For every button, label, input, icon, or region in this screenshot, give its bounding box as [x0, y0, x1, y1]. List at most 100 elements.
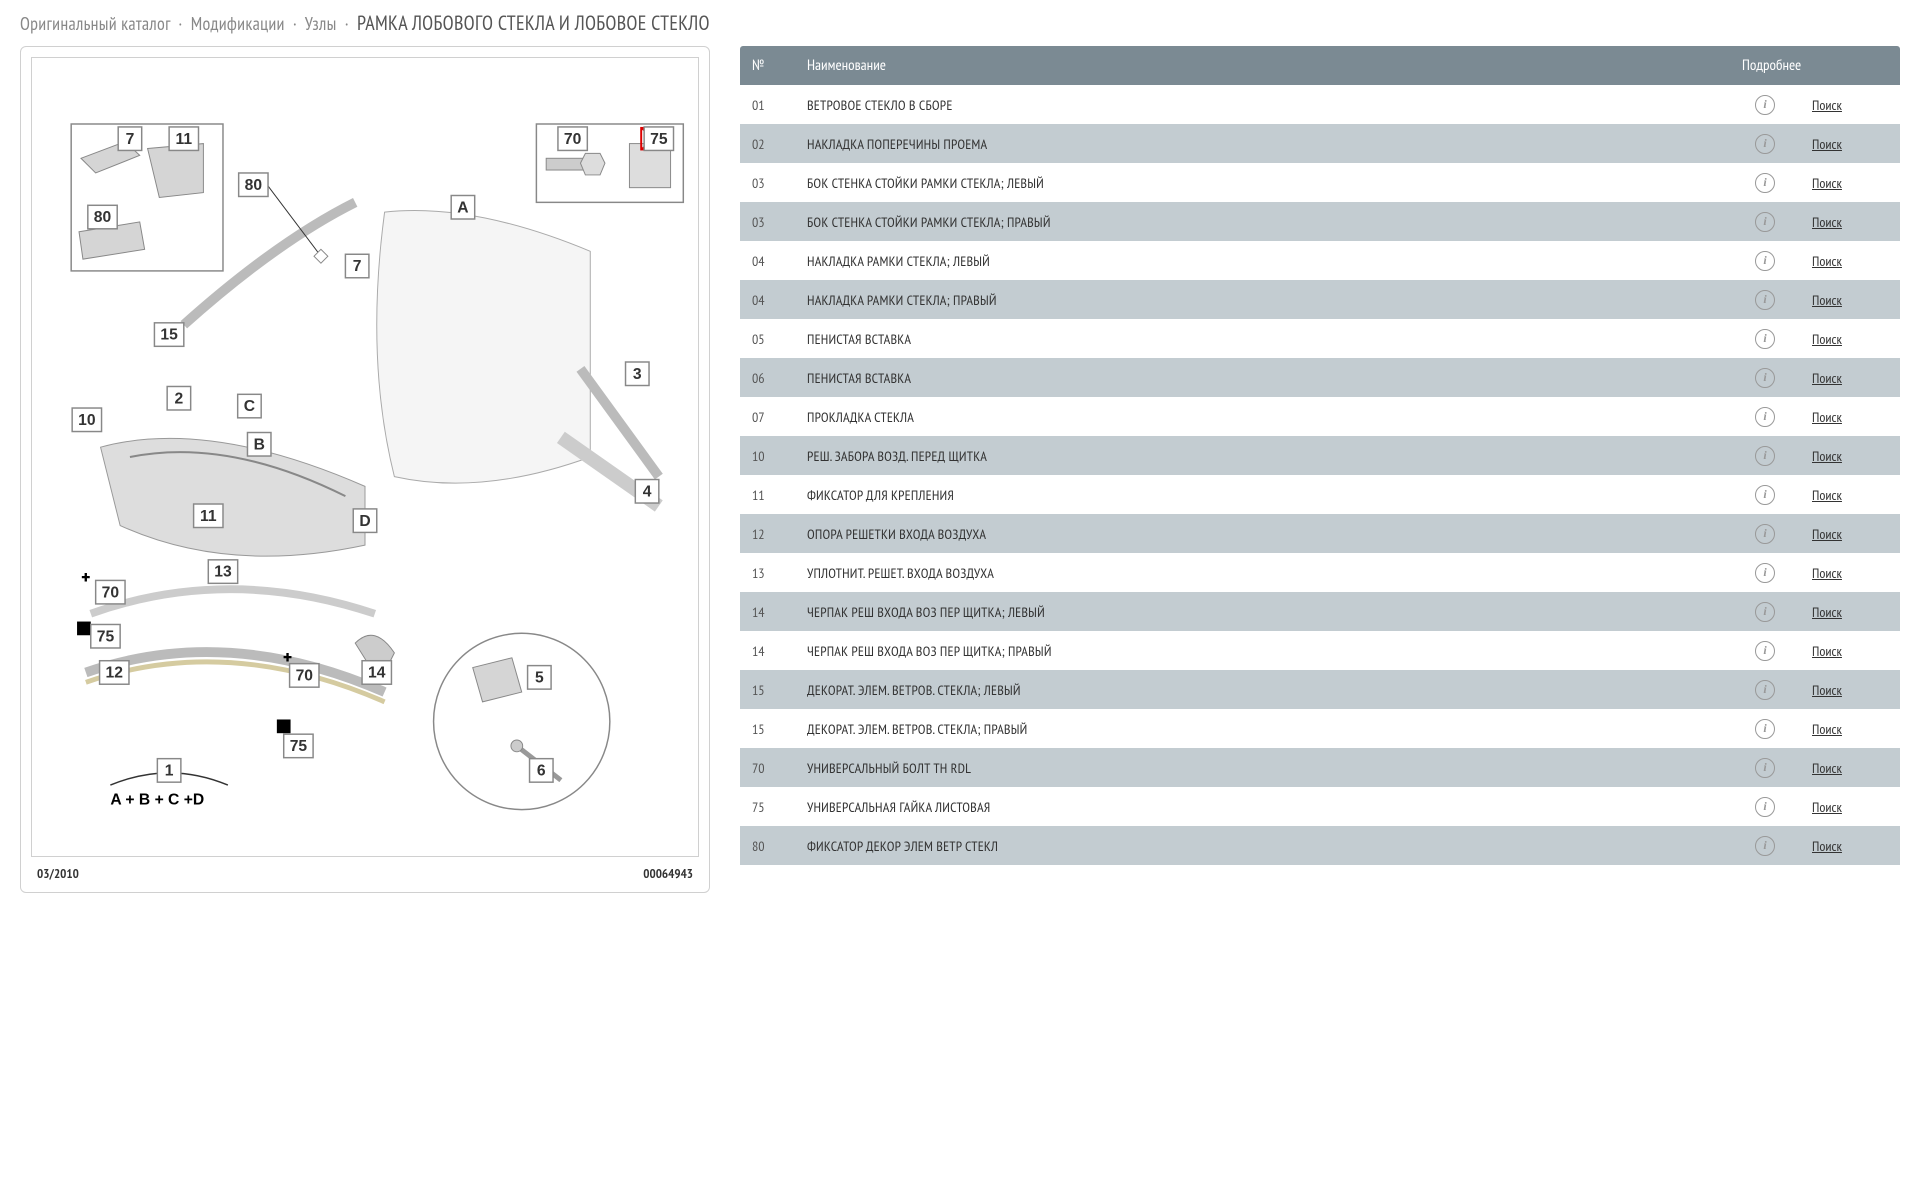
part-name: ДЕКОРАТ. ЭЛЕМ. ВЕТРОВ. СТЕКЛА; ЛЕВЫЙ: [795, 673, 1730, 707]
svg-text:D: D: [359, 513, 370, 530]
table-row: 05ПЕНИСТАЯ ВСТАВКАiПоиск: [740, 319, 1900, 358]
breadcrumb-sep: ·: [178, 12, 182, 35]
part-name: ДЕКОРАТ. ЭЛЕМ. ВЕТРОВ. СТЕКЛА; ПРАВЫЙ: [795, 712, 1730, 746]
info-icon[interactable]: i: [1755, 407, 1775, 427]
diagram-image[interactable]: + + A + B + C +D 7118080A70757152C310B11…: [31, 57, 699, 857]
search-cell: Поиск: [1800, 829, 1900, 863]
part-name: ВЕТРОВОЕ СТЕКЛО В СБОРЕ: [795, 88, 1730, 122]
info-icon[interactable]: i: [1755, 719, 1775, 739]
info-cell: i: [1730, 749, 1800, 786]
breadcrumb-item[interactable]: Оригинальный каталог: [20, 12, 170, 35]
info-cell: i: [1730, 632, 1800, 669]
info-icon[interactable]: i: [1755, 329, 1775, 349]
search-link[interactable]: Поиск: [1812, 369, 1842, 387]
info-icon[interactable]: i: [1755, 641, 1775, 661]
search-link[interactable]: Поиск: [1812, 330, 1842, 348]
info-icon[interactable]: i: [1755, 368, 1775, 388]
part-number: 11: [740, 478, 795, 512]
info-icon[interactable]: i: [1755, 680, 1775, 700]
info-icon[interactable]: i: [1755, 290, 1775, 310]
info-icon[interactable]: i: [1755, 602, 1775, 622]
svg-text:70: 70: [564, 131, 582, 148]
search-link[interactable]: Поиск: [1812, 408, 1842, 426]
info-icon[interactable]: i: [1755, 212, 1775, 232]
diagram-date: 03/2010: [37, 865, 79, 882]
info-cell: i: [1730, 710, 1800, 747]
part-number: 07: [740, 400, 795, 434]
svg-text:11: 11: [200, 508, 217, 525]
table-header: № Наименование Подробнее: [740, 46, 1900, 85]
table-row: 80ФИКСАТОР ДЕКОР ЭЛЕМ ВЕТР СТЕКЛiПоиск: [740, 826, 1900, 865]
info-cell: i: [1730, 827, 1800, 864]
part-name: ЧЕРПАК РЕШ ВХОДА ВОЗ ПЕР ЩИТКА; ЛЕВЫЙ: [795, 595, 1730, 629]
search-link[interactable]: Поиск: [1812, 447, 1842, 465]
info-cell: i: [1730, 164, 1800, 201]
table-row: 04НАКЛАДКА РАМКИ СТЕКЛА; ПРАВЫЙiПоиск: [740, 280, 1900, 319]
svg-text:6: 6: [537, 763, 546, 780]
table-row: 10РЕШ. ЗАБОРА ВОЗД. ПЕРЕД ЩИТКАiПоиск: [740, 436, 1900, 475]
search-link[interactable]: Поиск: [1812, 135, 1842, 153]
search-link[interactable]: Поиск: [1812, 759, 1842, 777]
part-name: ПРОКЛАДКА СТЕКЛА: [795, 400, 1730, 434]
search-link[interactable]: Поиск: [1812, 798, 1842, 816]
info-cell: i: [1730, 320, 1800, 357]
search-cell: Поиск: [1800, 751, 1900, 785]
svg-text:A: A: [457, 199, 468, 216]
part-number: 04: [740, 283, 795, 317]
info-icon[interactable]: i: [1755, 134, 1775, 154]
info-icon[interactable]: i: [1755, 95, 1775, 115]
part-number: 15: [740, 712, 795, 746]
part-name: БОК СТЕНКА СТОЙКИ РАМКИ СТЕКЛА; ПРАВЫЙ: [795, 205, 1730, 239]
search-cell: Поиск: [1800, 595, 1900, 629]
search-link[interactable]: Поиск: [1812, 525, 1842, 543]
svg-text:3: 3: [633, 366, 642, 383]
breadcrumb-item[interactable]: Узлы: [305, 12, 337, 35]
search-cell: Поиск: [1800, 127, 1900, 161]
search-link[interactable]: Поиск: [1812, 837, 1842, 855]
breadcrumb: Оригинальный каталог · Модификации · Узл…: [20, 10, 1900, 36]
search-link[interactable]: Поиск: [1812, 681, 1842, 699]
table-row: 03БОК СТЕНКА СТОЙКИ РАМКИ СТЕКЛА; ЛЕВЫЙi…: [740, 163, 1900, 202]
part-number: 14: [740, 634, 795, 668]
info-icon[interactable]: i: [1755, 758, 1775, 778]
search-cell: Поиск: [1800, 556, 1900, 590]
info-icon[interactable]: i: [1755, 836, 1775, 856]
parts-diagram-svg: + + A + B + C +D 7118080A70757152C310B11…: [32, 58, 698, 856]
breadcrumb-item[interactable]: Модификации: [191, 12, 285, 35]
search-link[interactable]: Поиск: [1812, 642, 1842, 660]
info-icon[interactable]: i: [1755, 563, 1775, 583]
search-cell: Поиск: [1800, 517, 1900, 551]
svg-text:75: 75: [650, 131, 668, 148]
svg-text:70: 70: [102, 584, 120, 601]
search-link[interactable]: Поиск: [1812, 96, 1842, 114]
part-name: ПЕНИСТАЯ ВСТАВКА: [795, 361, 1730, 395]
part-number: 03: [740, 166, 795, 200]
part-name: УНИВЕРСАЛЬНАЯ ГАЙКА ЛИСТОВАЯ: [795, 790, 1730, 824]
part-name: ЧЕРПАК РЕШ ВХОДА ВОЗ ПЕР ЩИТКА; ПРАВЫЙ: [795, 634, 1730, 668]
part-name: НАКЛАДКА ПОПЕРЕЧИНЫ ПРОЕМА: [795, 127, 1730, 161]
info-cell: i: [1730, 671, 1800, 708]
search-link[interactable]: Поиск: [1812, 486, 1842, 504]
info-icon[interactable]: i: [1755, 446, 1775, 466]
diagram-code: 00064943: [643, 865, 693, 882]
search-link[interactable]: Поиск: [1812, 291, 1842, 309]
table-row: 04НАКЛАДКА РАМКИ СТЕКЛА; ЛЕВЫЙiПоиск: [740, 241, 1900, 280]
table-row: 03БОК СТЕНКА СТОЙКИ РАМКИ СТЕКЛА; ПРАВЫЙ…: [740, 202, 1900, 241]
info-cell: i: [1730, 593, 1800, 630]
info-cell: i: [1730, 515, 1800, 552]
search-link[interactable]: Поиск: [1812, 564, 1842, 582]
info-icon[interactable]: i: [1755, 797, 1775, 817]
search-link[interactable]: Поиск: [1812, 603, 1842, 621]
part-name: ОПОРА РЕШЕТКИ ВХОДА ВОЗДУХА: [795, 517, 1730, 551]
info-icon[interactable]: i: [1755, 524, 1775, 544]
search-link[interactable]: Поиск: [1812, 213, 1842, 231]
search-link[interactable]: Поиск: [1812, 720, 1842, 738]
info-icon[interactable]: i: [1755, 485, 1775, 505]
table-row: 14ЧЕРПАК РЕШ ВХОДА ВОЗ ПЕР ЩИТКА; ЛЕВЫЙi…: [740, 592, 1900, 631]
svg-text:11: 11: [176, 131, 193, 148]
info-icon[interactable]: i: [1755, 173, 1775, 193]
search-link[interactable]: Поиск: [1812, 252, 1842, 270]
search-link[interactable]: Поиск: [1812, 174, 1842, 192]
search-cell: Поиск: [1800, 478, 1900, 512]
info-icon[interactable]: i: [1755, 251, 1775, 271]
